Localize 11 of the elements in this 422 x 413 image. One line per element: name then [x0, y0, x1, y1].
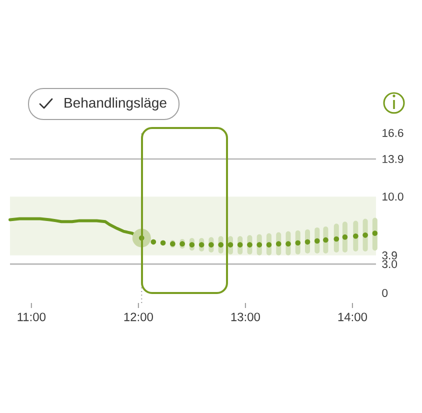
x-tick-label: 13:00: [231, 312, 260, 322]
x-tick-label: 11:00: [18, 312, 46, 322]
text: Behandlingsläge: [64, 97, 166, 111]
y-tick-label: 0: [382, 288, 388, 297]
y-tick-label: 13.9: [382, 155, 404, 164]
y-tick-label: 16.6: [382, 128, 404, 137]
y-tick-label: 3.9: [382, 251, 397, 260]
y-tick-label: 10.0: [382, 192, 404, 201]
x-tick-label: 12:00: [124, 312, 153, 322]
y-tick-label: 3.0: [382, 260, 398, 268]
x-tick-label: 14:00: [338, 312, 367, 322]
